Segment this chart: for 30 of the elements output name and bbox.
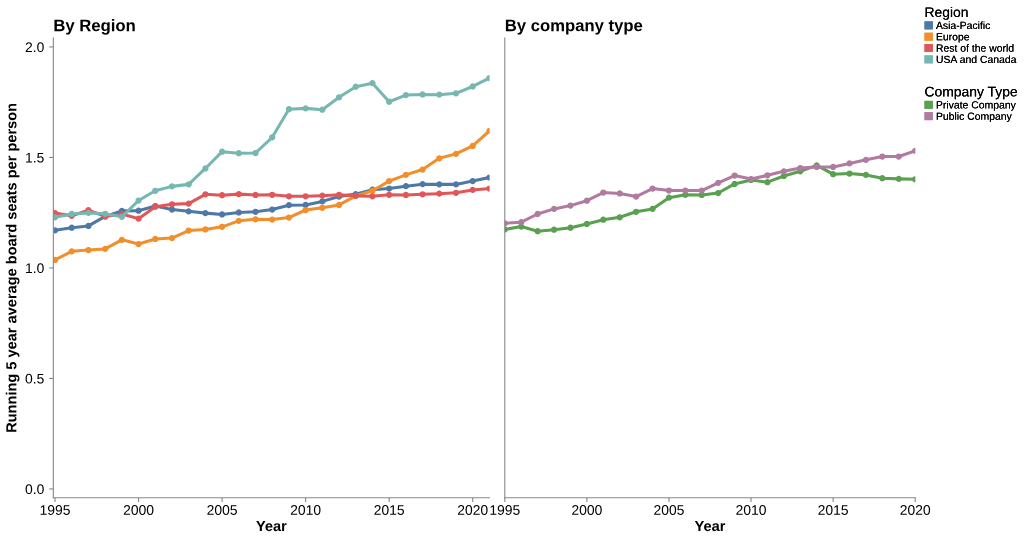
legend-title: Company Type	[925, 86, 1018, 100]
legend-label: Private Company	[936, 100, 1016, 111]
x-tick-label: 2015	[374, 505, 405, 515]
x-tick-label: 2015	[818, 505, 848, 515]
chart-title: By Region	[54, 19, 135, 35]
x-tick-label: 2000	[123, 505, 154, 515]
y-tick-label: 1.0	[26, 263, 44, 274]
x-tick-label: 2005	[207, 505, 237, 515]
y-tick-label: 0.0	[25, 484, 44, 495]
y-axis-title: Running 5 year average board seats per person	[5, 103, 20, 432]
y-tick-label: 1.5	[26, 152, 44, 163]
legend-label: Europe	[936, 33, 970, 43]
x-axis-title: Year	[694, 520, 726, 532]
x-tick-label: 1995	[490, 505, 520, 515]
chart-title: By company type	[505, 19, 643, 35]
x-axis-title: Year	[256, 520, 287, 532]
legend-label: Public Company	[936, 112, 1012, 122]
x-tick-label: 2000	[572, 505, 602, 515]
y-tick-label: 0.5	[25, 373, 44, 384]
legend-label: Rest of the world	[936, 44, 1014, 52]
x-tick-label: 2010	[290, 505, 321, 515]
y-tick-label: 2.0	[25, 42, 44, 53]
x-tick-label: 2005	[654, 505, 684, 515]
x-tick-label: 2020	[457, 505, 488, 515]
x-tick-label: 2020	[900, 505, 931, 515]
x-tick-label: 1995	[40, 505, 70, 515]
legend-label: Asia-Pacific	[935, 21, 991, 30]
x-tick-label: 2010	[736, 505, 766, 515]
legend-label: USA and Canada	[936, 55, 1017, 64]
legend-title: Region	[925, 6, 968, 20]
